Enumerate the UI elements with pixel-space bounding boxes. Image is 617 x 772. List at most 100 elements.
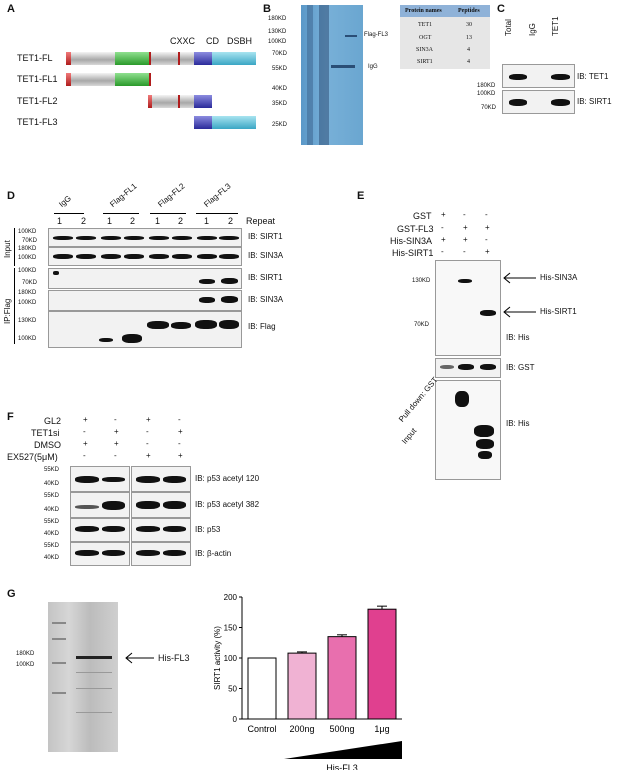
g-sds-gel — [48, 602, 118, 752]
e-marker-70: 70KD — [414, 322, 430, 328]
dose-gradient-label: His-FL3 — [326, 763, 358, 770]
panel-d-letter: D — [7, 190, 15, 202]
panel-f-letter: F — [7, 411, 14, 423]
d-repeat-num: 1 — [204, 216, 210, 226]
panel-e-letter: E — [357, 190, 365, 202]
e-cond-gst-fl3: GST-FL3 — [397, 224, 434, 234]
d-bracket-fl3 — [196, 213, 238, 214]
tet1-fl3-bar — [194, 116, 256, 129]
e-marker-130: 130KD — [412, 278, 431, 284]
b-marker-25: 25KD — [272, 122, 288, 128]
e-arrow-his-sin3a: His-SIN3A — [540, 273, 578, 282]
table-row-peptides: 13 — [466, 35, 472, 41]
f-marker: 40KD — [44, 531, 60, 537]
e-input-his-blot — [435, 380, 501, 480]
f-sign: + — [146, 451, 151, 460]
e-sign: - — [463, 247, 466, 256]
bar-1μg — [367, 608, 397, 720]
b-marker-180: 180KD — [268, 16, 287, 22]
d-ib-label: IB: Flag — [248, 322, 276, 331]
tet1-fl1-bar — [66, 73, 151, 86]
d-bracket-fl2 — [150, 213, 186, 214]
b-flag-fl3-label: Flag-FL3 — [364, 32, 389, 38]
y-tick-label: 0 — [233, 715, 238, 724]
x-tick-label: Control — [247, 724, 276, 734]
f-sign: + — [114, 439, 119, 448]
e-cond-his-sin3a: His-SIN3A — [390, 236, 433, 246]
f-sign: - — [83, 427, 86, 436]
g-arrow-label: His-FL3 — [158, 653, 190, 663]
e-cond-his-sirt1: His-SIRT1 — [392, 248, 434, 258]
c-ib-sirt1-label: IB: SIRT1 — [577, 97, 612, 106]
e-sign: + — [441, 235, 446, 244]
d-repeat-num: 1 — [57, 216, 63, 226]
d-group-flag-fl3: Flag-FL3 — [202, 181, 233, 209]
d-repeat-label: Repeat — [246, 216, 276, 226]
table-row-peptides: 4 — [467, 59, 470, 65]
y-tick-label: 150 — [224, 624, 238, 633]
tet1-fl3-label: TET1-FL3 — [17, 117, 58, 127]
f-acetyl382-blot-right — [131, 492, 191, 518]
d-ib-label: IB: SIRT1 — [248, 273, 283, 282]
g-sirt1-activity-chart: 0 50 100 150 200 SIRT1 activity (%) Control 200… — [213, 593, 402, 770]
f-cond-tet1si: TET1si — [31, 428, 60, 438]
e-sign: - — [441, 223, 444, 232]
d-ip-sirt1-blot — [48, 268, 242, 289]
f-marker: 40KD — [44, 555, 60, 561]
x-tick-label: 1μg — [374, 724, 389, 734]
d-input-sin3a-blot — [48, 247, 242, 266]
y-tick-label: 100 — [224, 654, 238, 663]
g-marker-180: 180KD — [16, 651, 35, 657]
e-ib-his-input-label: IB: His — [506, 419, 530, 428]
f-sign: + — [178, 451, 183, 460]
y-axis-label: SIRT1 activity (%) — [213, 626, 222, 690]
panel-a-letter: A — [7, 3, 15, 15]
f-sign: - — [146, 427, 149, 436]
panel-b-letter: B — [263, 3, 271, 15]
table-header-protein: Protein names — [405, 8, 442, 14]
f-marker: 40KD — [44, 481, 60, 487]
d-input-label: Input — [3, 240, 12, 258]
d-marker: 180KD — [18, 246, 37, 252]
f-marker: 55KD — [44, 493, 60, 499]
e-sign: - — [441, 247, 444, 256]
cxxc-domain-label: CXXC — [170, 36, 196, 46]
f-cond-ex527: EX527(5μM) — [7, 452, 58, 462]
d-marker: 70KD — [22, 280, 38, 286]
d-ip-flag-blot — [48, 311, 242, 348]
f-sign: - — [146, 439, 149, 448]
d-marker: 100KD — [18, 336, 37, 342]
d-ib-label: IB: SIN3A — [248, 251, 284, 260]
f-sign: - — [114, 451, 117, 460]
d-marker: 100KD — [18, 300, 37, 306]
panel-g-letter: G — [7, 588, 16, 600]
f-acetyl382-blot-left — [70, 492, 130, 518]
d-ipflag-label: IP:Flag — [3, 298, 12, 324]
f-actin-blot-left — [70, 542, 130, 566]
e-pulldown-his-blot — [435, 260, 501, 356]
b-marker-100: 100KD — [268, 39, 287, 45]
d-marker: 100KD — [18, 229, 37, 235]
panel-c-letter: C — [497, 3, 505, 15]
y-tick-label: 200 — [224, 593, 238, 602]
bar-Control — [247, 657, 277, 720]
table-row-protein: SIRT1 — [417, 59, 433, 65]
x-tick-label: 500ng — [329, 724, 354, 734]
g-marker-100: 100KD — [16, 662, 35, 668]
c-ib-tet1-label: IB: TET1 — [577, 72, 609, 81]
e-sign: - — [485, 235, 488, 244]
c-marker-70: 70KD — [481, 105, 497, 111]
d-ib-label: IB: SIN3A — [248, 295, 284, 304]
e-sign: + — [463, 223, 468, 232]
y-tick-label: 50 — [228, 685, 237, 694]
f-sign: - — [178, 439, 181, 448]
tet1-fl-label: TET1-FL — [17, 53, 53, 63]
f-ib-label: IB: p53 acetyl 120 — [195, 474, 260, 483]
c-lane-igg: IgG — [528, 23, 537, 36]
c-marker-100: 100KD — [477, 91, 496, 97]
e-sign: + — [485, 223, 490, 232]
d-group-flag-fl2: Flag-FL2 — [156, 181, 187, 209]
f-ib-label: IB: p53 acetyl 382 — [195, 500, 260, 509]
f-ib-label: IB: β-actin — [195, 549, 232, 558]
d-ib-label: IB: SIRT1 — [248, 232, 283, 241]
